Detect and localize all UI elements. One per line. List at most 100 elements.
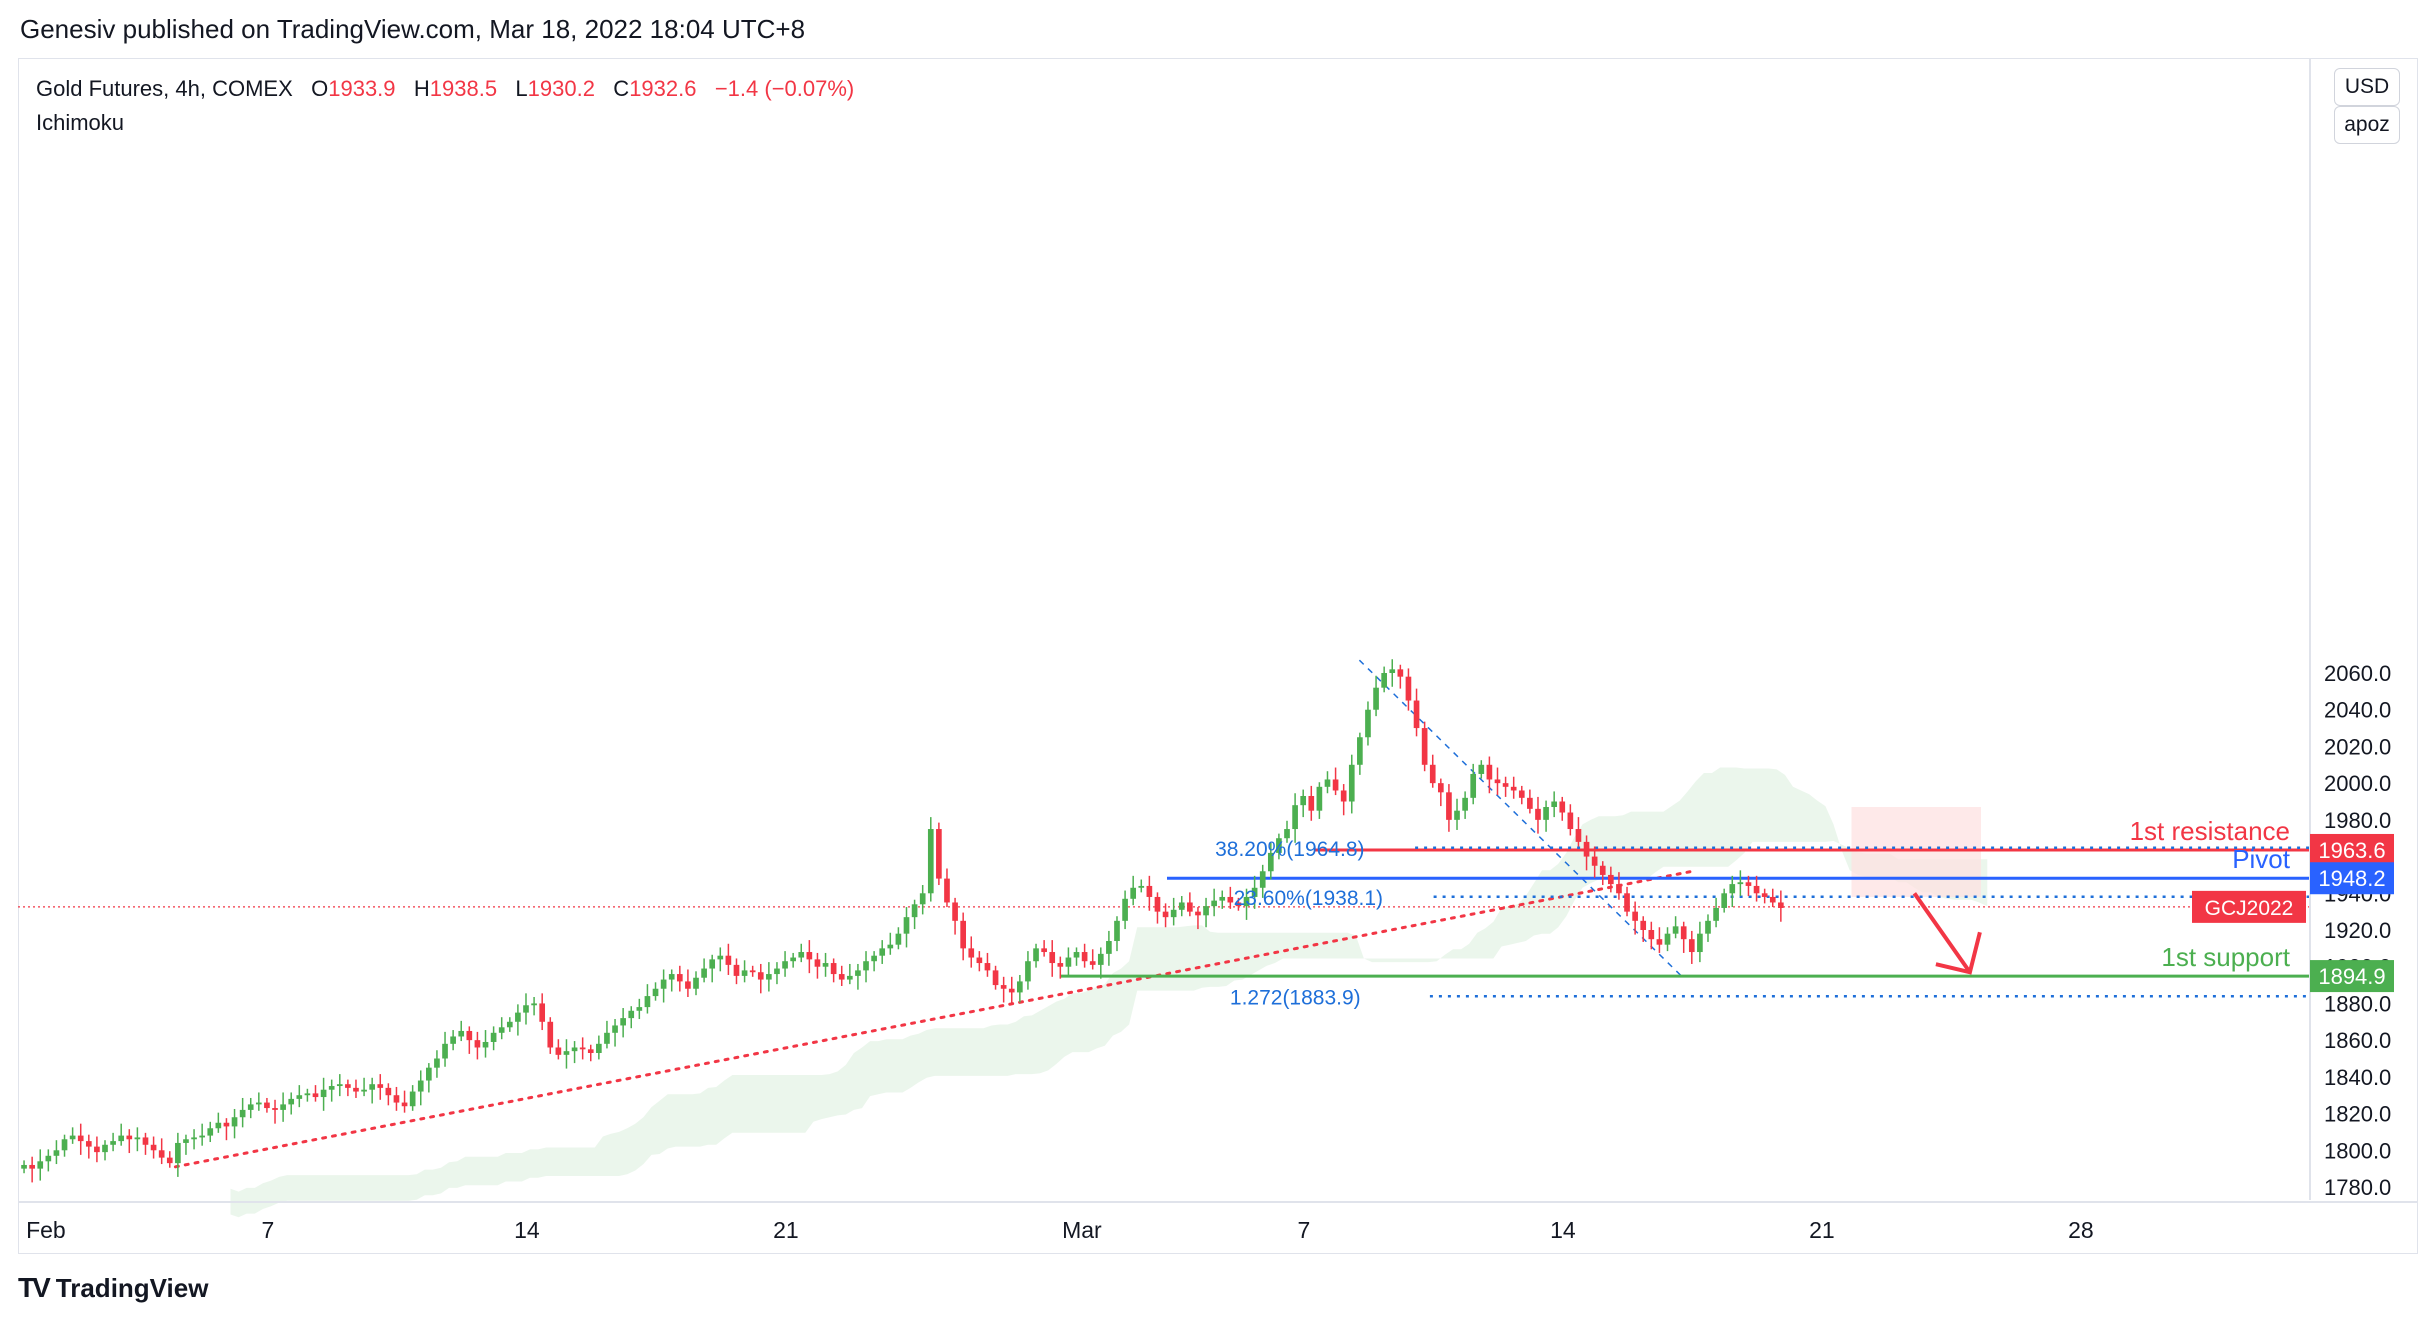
candle	[1211, 888, 1217, 917]
candle-body	[660, 979, 667, 989]
candle-body	[879, 948, 886, 956]
candle	[1203, 897, 1209, 928]
candle	[709, 954, 716, 983]
candle	[320, 1077, 327, 1111]
candle	[960, 912, 967, 961]
y-tick-label: 2060.0	[2324, 661, 2391, 686]
candle	[1381, 666, 1387, 693]
candle	[1446, 784, 1452, 832]
candle-body	[175, 1142, 181, 1164]
candle-body	[328, 1086, 335, 1090]
y-tick-label: 1880.0	[2324, 991, 2391, 1016]
candle	[515, 1004, 521, 1036]
candle-body	[960, 920, 967, 949]
candle	[458, 1020, 465, 1042]
candle-body	[474, 1040, 481, 1048]
level-price-tag	[2310, 960, 2394, 993]
y-tick-label: 1980.0	[2324, 808, 2391, 833]
candle-body	[1527, 797, 1533, 809]
candle-body	[1454, 810, 1460, 820]
close-label: C	[613, 76, 630, 101]
candle	[1373, 675, 1379, 717]
candle-body	[895, 933, 902, 945]
candle	[547, 1017, 554, 1054]
candle	[749, 965, 756, 977]
candle	[183, 1134, 189, 1155]
candle	[952, 897, 958, 935]
candle-body	[1462, 797, 1468, 811]
candle-body	[822, 963, 829, 967]
candle	[1227, 886, 1234, 909]
candle-body	[887, 944, 894, 949]
candle-body	[458, 1030, 465, 1037]
candle-body	[393, 1095, 400, 1103]
candle	[166, 1151, 173, 1168]
candle	[506, 1017, 513, 1032]
candle	[1365, 701, 1371, 746]
candle	[636, 998, 643, 1020]
candle-body	[207, 1128, 214, 1136]
x-tick-label: Feb	[26, 1217, 66, 1243]
x-tick-label: 14	[1550, 1217, 1576, 1243]
candle-body	[1551, 801, 1558, 808]
candle	[814, 952, 821, 979]
candle	[1057, 956, 1064, 979]
candle-body	[644, 996, 651, 1008]
candle	[191, 1129, 197, 1150]
currency-button[interactable]: USD	[2334, 68, 2400, 106]
candle	[604, 1020, 610, 1049]
candle	[450, 1030, 456, 1051]
candle-body	[296, 1095, 303, 1099]
candle	[247, 1097, 254, 1119]
candle	[871, 951, 877, 972]
candle-body	[53, 1150, 60, 1156]
candle	[142, 1132, 149, 1155]
candle-body	[563, 1051, 570, 1055]
candle	[523, 993, 529, 1025]
tradingview-footer[interactable]: TV TradingView	[18, 1272, 208, 1304]
candle-body	[1073, 952, 1080, 958]
candle-body	[846, 975, 853, 980]
candle	[1073, 947, 1080, 966]
indicator-label[interactable]: Ichimoku	[36, 110, 125, 135]
candle	[312, 1085, 319, 1102]
candle-body	[1494, 779, 1501, 784]
candle-body	[741, 970, 748, 976]
candle-body	[798, 952, 805, 958]
candle-body	[1219, 896, 1226, 901]
candle-body	[555, 1047, 562, 1055]
level-price-label: 1948.2	[2318, 866, 2385, 891]
candle-body	[1284, 829, 1290, 839]
candle-body	[547, 1021, 554, 1048]
candle	[531, 997, 537, 1016]
candle	[401, 1090, 408, 1113]
candle	[1624, 886, 1630, 917]
candle-body	[1259, 871, 1266, 888]
ichimoku-cloud-area	[230, 767, 1988, 1218]
candle-body	[1510, 786, 1517, 791]
candle-body	[757, 972, 764, 980]
publisher-line: Genesiv published on TradingView.com, Ma…	[20, 14, 806, 44]
candle-body	[361, 1089, 367, 1092]
fib-extension-line	[1358, 659, 1682, 977]
scale-mode-button[interactable]: apoz	[2334, 106, 2400, 144]
candle	[676, 965, 683, 992]
candle-body	[1114, 920, 1120, 942]
y-tick-label: 1800.0	[2324, 1138, 2391, 1163]
candle	[280, 1092, 286, 1122]
x-tick-label: 7	[262, 1217, 275, 1243]
candle	[1656, 927, 1663, 953]
candle-body	[1324, 779, 1331, 787]
candle-body	[312, 1093, 319, 1098]
candle-body	[1211, 900, 1217, 907]
candle	[1219, 890, 1226, 909]
candle-body	[1154, 896, 1161, 912]
level-title: 1st support	[2161, 942, 2290, 972]
candle-body	[126, 1135, 133, 1140]
candle-body	[1300, 795, 1307, 806]
candle-body	[1308, 795, 1315, 811]
candle	[992, 965, 999, 990]
candle	[879, 940, 886, 964]
candle-body	[434, 1058, 440, 1068]
